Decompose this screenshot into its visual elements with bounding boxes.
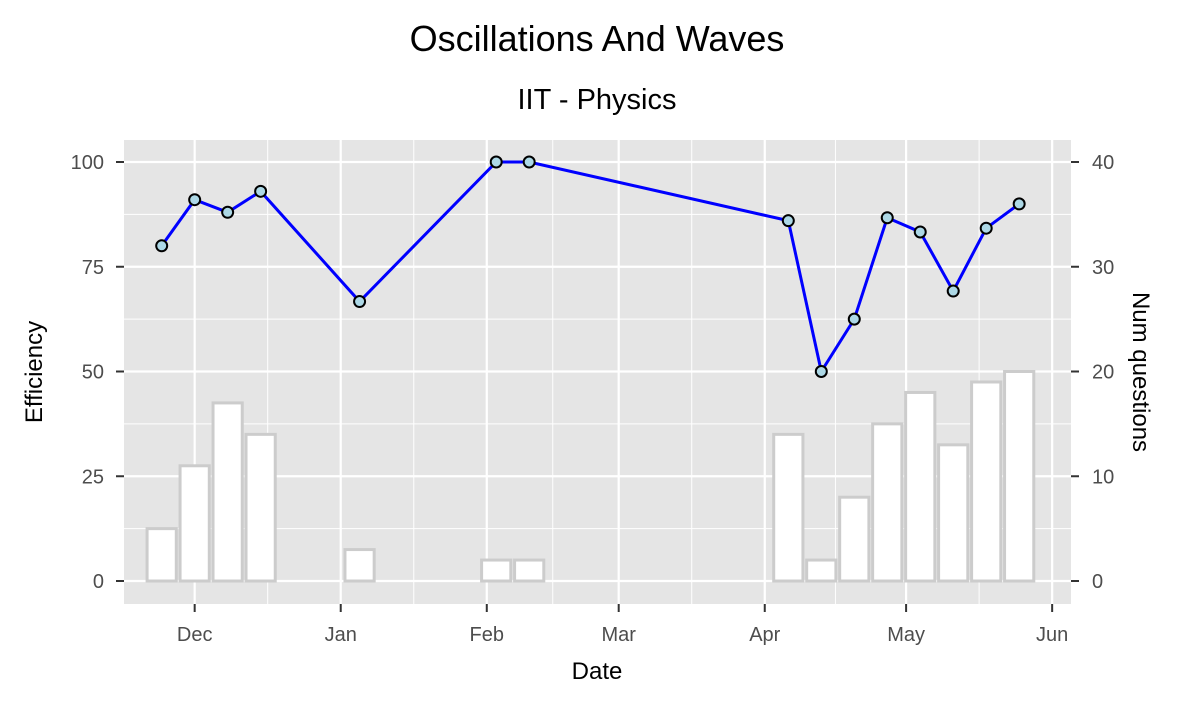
efficiency-point — [221, 205, 235, 219]
bar-series — [145, 370, 1036, 583]
efficiency-point — [489, 155, 503, 169]
bar — [211, 401, 244, 583]
y2-tick-label: 30 — [1092, 257, 1114, 279]
efficiency-point — [1012, 197, 1026, 211]
chart-subtitle: IIT - Physics — [518, 84, 677, 116]
bar — [904, 390, 937, 583]
x-tick-label: May — [887, 624, 925, 646]
y2-tick-label: 10 — [1092, 466, 1114, 488]
chart-title: Oscillations And Waves — [410, 18, 785, 59]
bar — [513, 558, 546, 583]
y-tick-label: 100 — [71, 152, 104, 174]
bar — [772, 432, 805, 583]
efficiency-point — [847, 312, 861, 326]
efficiency-point — [781, 214, 795, 228]
y-axis-title: Efficiency — [21, 321, 48, 423]
efficiency-point — [979, 221, 993, 235]
efficiency-point — [155, 239, 169, 253]
y2-tick-label: 0 — [1092, 571, 1103, 593]
x-tick-label: Feb — [470, 624, 504, 646]
y2-tick-label: 40 — [1092, 152, 1114, 174]
x-tick-label: Jan — [325, 624, 357, 646]
bar — [805, 558, 838, 583]
efficiency-point — [188, 193, 202, 207]
x-tick-label: Apr — [749, 624, 780, 646]
bar — [480, 558, 513, 583]
y-tick-label: 0 — [93, 571, 104, 593]
bar — [838, 495, 871, 583]
line-series — [155, 155, 1026, 378]
x-tick-label: Mar — [601, 624, 636, 646]
bar — [871, 422, 904, 583]
y-tick-label: 25 — [82, 466, 104, 488]
efficiency-point — [353, 295, 367, 309]
efficiency-point — [880, 211, 894, 225]
bar — [178, 464, 211, 583]
efficiency-point — [254, 184, 268, 198]
bar — [343, 548, 376, 583]
efficiency-point — [946, 284, 960, 298]
bar — [244, 432, 277, 583]
efficiency-point — [522, 155, 536, 169]
axes: Dec Jan Feb Mar Apr May Jun 0 25 50 75 100 0 10 20 30 40 — [71, 152, 1115, 646]
y-tick-label: 75 — [82, 257, 104, 279]
bar — [937, 443, 970, 583]
x-axis-title: Date — [572, 658, 623, 685]
efficiency-point — [814, 365, 828, 378]
y2-axis-title: Num questions — [1127, 292, 1154, 452]
y2-tick-label: 20 — [1092, 362, 1114, 384]
x-tick-label: Dec — [177, 624, 213, 646]
bar — [970, 380, 1003, 583]
y-tick-label: 50 — [82, 362, 104, 384]
x-tick-label: Jun — [1036, 624, 1068, 646]
bar — [1003, 370, 1036, 583]
efficiency-point — [913, 225, 927, 239]
bar — [145, 527, 178, 583]
